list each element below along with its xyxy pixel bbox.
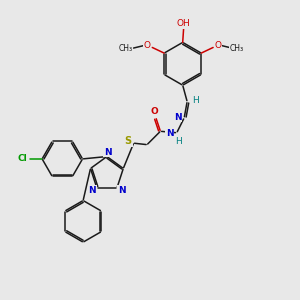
Text: Cl: Cl xyxy=(17,154,27,164)
Text: N: N xyxy=(88,186,96,195)
Text: S: S xyxy=(125,136,132,146)
Text: H: H xyxy=(175,137,181,146)
Text: CH₃: CH₃ xyxy=(230,44,244,53)
Text: N: N xyxy=(104,148,111,157)
Text: N: N xyxy=(174,112,182,122)
Text: CH₃: CH₃ xyxy=(118,44,133,53)
Text: N: N xyxy=(166,129,174,138)
Text: N: N xyxy=(118,186,125,195)
Text: O: O xyxy=(215,41,222,50)
Text: H: H xyxy=(192,96,199,105)
Text: OH: OH xyxy=(177,20,190,28)
Text: O: O xyxy=(151,107,158,116)
Text: O: O xyxy=(144,41,151,50)
